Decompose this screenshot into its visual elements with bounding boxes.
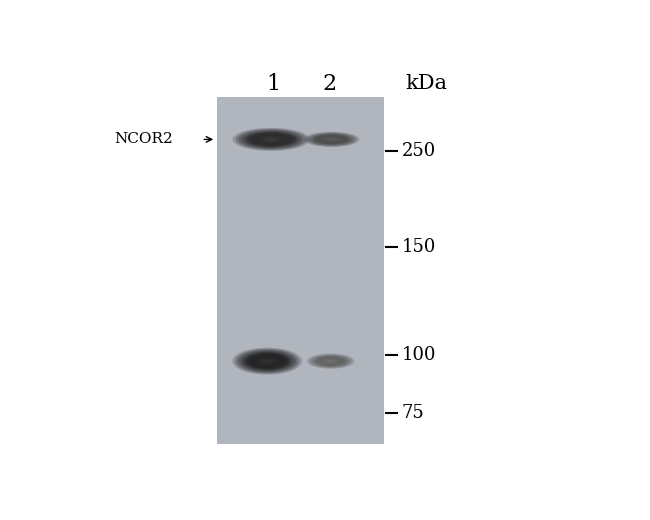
Text: 150: 150: [401, 238, 436, 256]
Bar: [217, 97, 384, 444]
Text: 2: 2: [322, 73, 336, 95]
Ellipse shape: [327, 360, 335, 362]
Ellipse shape: [245, 132, 297, 147]
Ellipse shape: [318, 136, 346, 143]
Ellipse shape: [307, 354, 355, 369]
Ellipse shape: [233, 128, 310, 151]
Ellipse shape: [323, 359, 339, 363]
Text: NCOR2: NCOR2: [114, 133, 173, 147]
Ellipse shape: [322, 137, 341, 142]
Ellipse shape: [261, 359, 273, 363]
Ellipse shape: [313, 355, 349, 367]
Ellipse shape: [250, 355, 285, 368]
Ellipse shape: [261, 137, 281, 142]
Text: 75: 75: [401, 404, 424, 422]
Ellipse shape: [265, 360, 270, 362]
Ellipse shape: [247, 353, 287, 369]
Ellipse shape: [309, 354, 353, 368]
Ellipse shape: [329, 360, 333, 362]
Ellipse shape: [255, 135, 287, 144]
Ellipse shape: [317, 357, 345, 366]
Ellipse shape: [330, 139, 334, 140]
Ellipse shape: [265, 137, 278, 141]
Ellipse shape: [315, 135, 348, 144]
Text: kDa: kDa: [405, 74, 447, 94]
Ellipse shape: [242, 131, 300, 148]
Ellipse shape: [315, 356, 347, 366]
Ellipse shape: [324, 137, 339, 141]
Text: 250: 250: [401, 142, 436, 160]
Ellipse shape: [259, 358, 276, 365]
Ellipse shape: [311, 134, 352, 145]
Ellipse shape: [241, 351, 293, 371]
Ellipse shape: [252, 134, 291, 145]
Ellipse shape: [239, 130, 304, 149]
Ellipse shape: [238, 350, 296, 372]
Ellipse shape: [321, 358, 341, 365]
Ellipse shape: [325, 359, 337, 363]
Ellipse shape: [320, 136, 343, 142]
Ellipse shape: [311, 355, 351, 368]
Text: 1: 1: [266, 73, 281, 95]
Ellipse shape: [313, 134, 350, 145]
Ellipse shape: [235, 129, 307, 150]
Ellipse shape: [268, 138, 274, 140]
Ellipse shape: [253, 356, 282, 367]
Ellipse shape: [244, 352, 291, 370]
Ellipse shape: [304, 132, 359, 147]
Ellipse shape: [258, 136, 284, 143]
Text: 100: 100: [401, 346, 436, 364]
Ellipse shape: [308, 133, 355, 146]
Ellipse shape: [248, 133, 294, 146]
Ellipse shape: [318, 357, 343, 365]
Ellipse shape: [327, 138, 336, 141]
Ellipse shape: [306, 133, 357, 147]
Ellipse shape: [255, 357, 279, 366]
Ellipse shape: [235, 349, 299, 373]
Ellipse shape: [233, 348, 302, 374]
